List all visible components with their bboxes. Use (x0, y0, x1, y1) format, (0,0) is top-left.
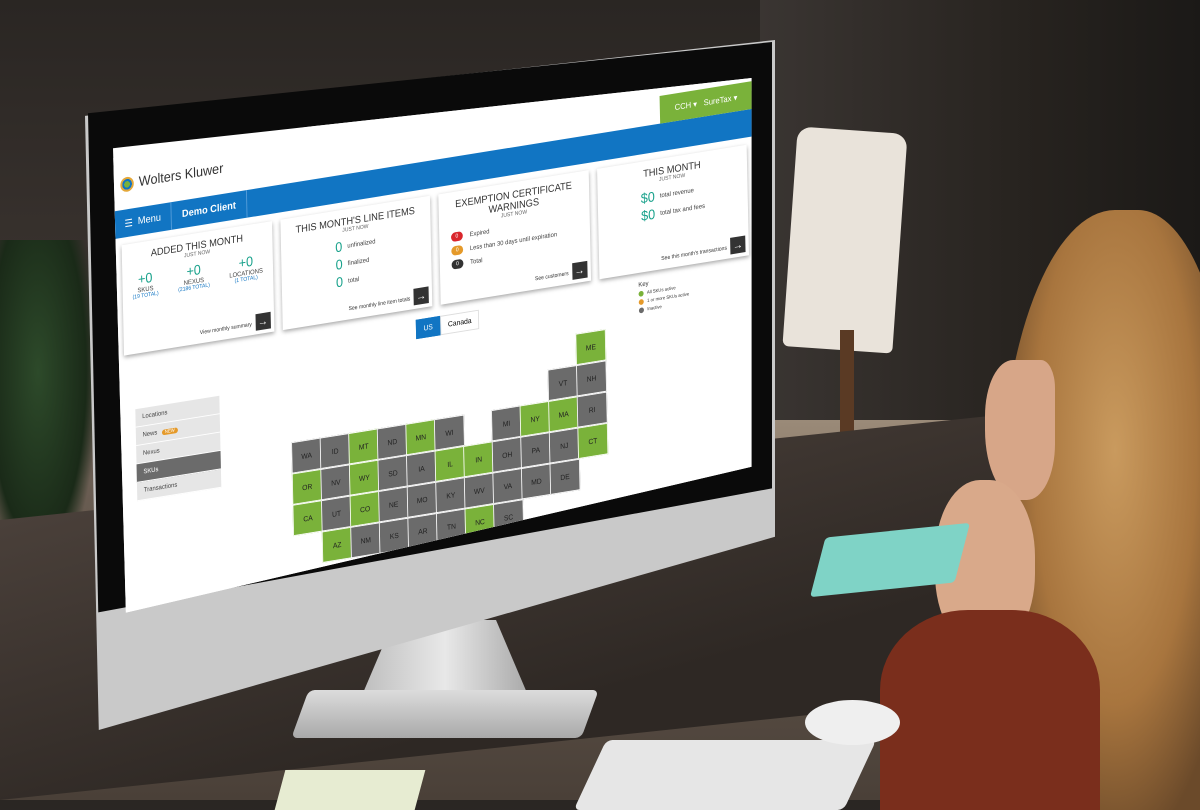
state-id[interactable]: ID (320, 433, 351, 469)
row-label: total (348, 273, 382, 285)
state-wa[interactable]: WA (291, 437, 322, 473)
person-face (985, 360, 1055, 500)
warning-label: Expired (469, 228, 489, 238)
sidebar-item-label: SKUs (143, 466, 158, 475)
state-ma[interactable]: MA (548, 396, 579, 432)
menu-label: Menu (138, 212, 161, 227)
state-nh[interactable]: NH (576, 360, 607, 396)
row-value: 0 (331, 257, 343, 275)
row-value: 0 (331, 274, 343, 292)
state-ny[interactable]: NY (520, 401, 551, 437)
state-mo[interactable]: MO (407, 482, 438, 518)
state-ri[interactable]: RI (577, 392, 608, 428)
state-me[interactable]: ME (575, 329, 606, 365)
state-md[interactable]: MD (521, 463, 552, 499)
state-nj[interactable]: NJ (549, 427, 580, 463)
product-tab-suretax[interactable]: SureTax ▾ (704, 92, 738, 108)
state-de[interactable]: DE (550, 459, 581, 495)
state-mi[interactable]: MI (491, 405, 522, 441)
mouse (805, 700, 900, 745)
monitor-base (291, 690, 598, 738)
warning-count: 0 (451, 245, 463, 256)
see-customers-link[interactable]: See customers (535, 271, 569, 282)
state-il[interactable]: IL (435, 446, 466, 482)
toggle-canada[interactable]: Canada (440, 310, 479, 336)
state-vt[interactable]: VT (548, 365, 579, 401)
country-toggle: US Canada (416, 310, 480, 339)
person-sleeve (880, 610, 1100, 810)
state-nv[interactable]: NV (320, 464, 351, 500)
sidebar-item-label: Nexus (143, 448, 160, 457)
row-label: total revenue (660, 185, 711, 200)
line-item-totals-link[interactable]: See monthly line item totals (349, 297, 411, 312)
warning-label: Total (470, 257, 483, 265)
key-label: Inactive (647, 304, 662, 312)
view-monthly-summary-link[interactable]: View monthly summary (200, 322, 252, 336)
state-mn[interactable]: MN (405, 419, 436, 455)
wolters-kluwer-logo (120, 175, 134, 192)
state-sd[interactable]: SD (378, 455, 409, 491)
toggle-us[interactable]: US (416, 316, 441, 339)
warning-count: 0 (452, 259, 464, 270)
state-wv[interactable]: WV (464, 473, 495, 509)
row-value: $0 (634, 189, 655, 208)
state-ne[interactable]: NE (378, 486, 409, 522)
hamburger-icon: ☰ (124, 216, 133, 229)
state-or[interactable]: OR (292, 469, 323, 505)
state-mt[interactable]: MT (348, 428, 379, 464)
row-label: total tax and fees (660, 202, 711, 217)
state-ca[interactable]: CA (293, 500, 324, 536)
state-pa[interactable]: PA (520, 432, 551, 468)
state-ut[interactable]: UT (321, 495, 352, 531)
state-wi[interactable]: WI (434, 415, 465, 451)
product-tab-cch[interactable]: CCH ▾ (675, 99, 698, 113)
background-chair (782, 126, 907, 353)
sidebar-item-label: Locations (142, 410, 167, 420)
row-value: 0 (330, 239, 342, 257)
state-nd[interactable]: ND (377, 424, 408, 460)
row-label: unfinalized (347, 238, 381, 250)
key-dot (639, 291, 644, 297)
arrow-right-icon[interactable]: → (730, 236, 745, 255)
state-co[interactable]: CO (350, 491, 381, 527)
row-label: finalized (348, 255, 382, 267)
map-key: Key All SKUs active 1 or more SKUs activ… (638, 274, 689, 316)
arrow-right-icon[interactable]: → (413, 286, 428, 305)
warning-count: 0 (451, 231, 463, 242)
key-dot (639, 307, 644, 313)
state-nm[interactable]: NM (350, 522, 381, 558)
state-ia[interactable]: IA (406, 450, 437, 486)
key-dot (639, 299, 644, 305)
state-ky[interactable]: KY (435, 477, 466, 513)
new-badge: NEW (161, 427, 178, 435)
state-oh[interactable]: OH (492, 437, 523, 473)
sticky-note (275, 770, 426, 810)
state-in[interactable]: IN (463, 441, 494, 477)
sidebar-item-label: Transactions (144, 482, 178, 494)
state-ct[interactable]: CT (577, 423, 608, 459)
sidebar-item-label: News (143, 430, 158, 439)
arrow-right-icon[interactable]: → (572, 261, 587, 280)
row-value: $0 (635, 207, 656, 226)
state-va[interactable]: VA (492, 468, 523, 504)
state-wy[interactable]: WY (349, 460, 380, 496)
state-az[interactable]: AZ (322, 527, 353, 563)
arrow-right-icon[interactable]: → (255, 312, 270, 331)
